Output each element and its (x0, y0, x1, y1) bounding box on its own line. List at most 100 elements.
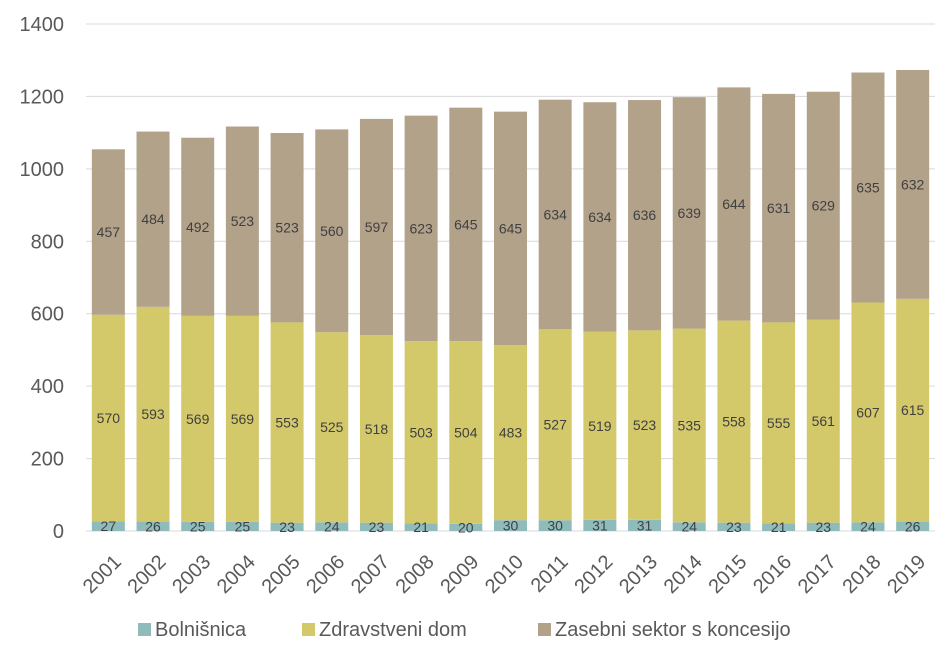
data-label: 26 (145, 518, 161, 534)
x-tick-label: 2005 (258, 551, 305, 598)
bar-zdravstveni-dom-2007 (359, 335, 393, 523)
legend-label: Zasebni sektor s koncesijo (555, 619, 791, 641)
bar-zasebni-sektor-2005 (270, 133, 304, 323)
data-label: 558 (722, 414, 746, 430)
y-tick-label: 0 (53, 521, 64, 543)
x-tick-label: 2010 (481, 551, 528, 598)
bar-zasebni-sektor-2019 (896, 69, 930, 299)
bar-zdravstveni-dom-2019 (896, 298, 930, 522)
bar-bolnisnica-2006 (315, 522, 349, 531)
bar-bolnisnica-2004 (225, 521, 259, 531)
bar-bolnisnica-2014 (672, 522, 706, 531)
data-label: 20 (458, 519, 474, 535)
x-tick-label: 2013 (615, 551, 662, 598)
bar-zdravstveni-dom-2004 (225, 315, 259, 522)
bar-bolnisnica-2019 (896, 521, 930, 531)
data-label: 593 (141, 406, 165, 422)
data-label: 607 (856, 404, 880, 420)
bar-bolnisnica-2002 (136, 521, 170, 531)
data-label: 523 (231, 213, 255, 229)
x-tick-label: 2008 (392, 551, 439, 598)
data-label: 570 (97, 410, 121, 426)
data-label: 23 (726, 519, 742, 535)
data-label: 519 (588, 418, 612, 434)
data-label: 523 (633, 417, 657, 433)
legend-label: Bolnišnica (155, 619, 247, 641)
bar-zdravstveni-dom-2017 (806, 319, 840, 523)
data-label: 527 (544, 417, 568, 433)
bar-zasebni-sektor-2017 (806, 91, 840, 320)
data-label: 483 (499, 425, 523, 441)
bar-zasebni-sektor-2011 (538, 99, 572, 330)
x-tick-label: 2017 (794, 551, 841, 598)
data-label: 632 (901, 176, 925, 192)
data-label: 31 (637, 517, 653, 533)
data-label: 24 (860, 519, 876, 535)
y-tick-label: 600 (31, 304, 64, 326)
data-label: 24 (681, 519, 697, 535)
data-label: 23 (816, 519, 832, 535)
bar-zasebni-sektor-2009 (449, 107, 483, 342)
bar-zasebni-sektor-2014 (672, 97, 706, 329)
y-tick-label: 400 (31, 376, 64, 398)
bar-bolnisnica-2017 (806, 522, 840, 531)
bar-zasebni-sektor-2002 (136, 131, 170, 307)
bar-zasebni-sektor-2001 (91, 149, 125, 315)
bar-zasebni-sektor-2008 (404, 115, 438, 342)
data-label: 569 (186, 411, 210, 427)
bar-bolnisnica-2009 (449, 523, 483, 531)
data-label: 560 (320, 223, 344, 239)
x-tick-label: 2019 (883, 551, 930, 598)
data-label: 631 (767, 200, 791, 216)
bar-bolnisnica-2007 (359, 522, 393, 531)
data-label: 30 (547, 518, 563, 534)
data-label: 26 (905, 518, 921, 534)
legend-swatch (538, 623, 551, 636)
data-label: 597 (365, 219, 389, 235)
bar-zasebni-sektor-2012 (583, 102, 617, 332)
bar-bolnisnica-2018 (851, 522, 885, 531)
x-tick-label: 2015 (704, 551, 751, 598)
bar-zdravstveni-dom-2005 (270, 322, 304, 523)
bar-zasebni-sektor-2010 (494, 111, 527, 346)
x-tick-label: 2016 (749, 551, 796, 598)
y-tick-label: 200 (31, 449, 64, 471)
data-label: 21 (413, 519, 429, 535)
data-label: 503 (409, 424, 433, 440)
data-label: 645 (499, 220, 523, 236)
data-label: 24 (324, 519, 340, 535)
data-label: 525 (320, 419, 344, 435)
bar-zdravstveni-dom-2014 (672, 328, 706, 523)
data-label: 23 (279, 519, 295, 535)
data-label: 569 (231, 411, 255, 427)
x-tick-label: 2012 (570, 551, 617, 598)
bar-zdravstveni-dom-2012 (583, 331, 617, 520)
data-label: 27 (101, 518, 117, 534)
data-label: 523 (275, 220, 299, 236)
bar-zasebni-sektor-2015 (717, 87, 751, 321)
data-label: 561 (812, 413, 836, 429)
x-tick-label: 2002 (124, 551, 171, 598)
data-label: 30 (503, 518, 519, 534)
data-label: 634 (588, 209, 612, 225)
data-label: 535 (678, 417, 702, 433)
data-label: 31 (592, 517, 608, 533)
data-label: 555 (767, 415, 791, 431)
legend: Bolnišnica Zdravstveni dom Zasebni sektor … (138, 619, 791, 641)
bar-zdravstveni-dom-2006 (315, 332, 349, 523)
bar-zdravstveni-dom-2015 (717, 320, 751, 523)
bar-zdravstveni-dom-2001 (91, 314, 125, 522)
legend-swatch (302, 623, 315, 636)
bar-bolnisnica-2011 (538, 520, 572, 531)
bars (91, 69, 930, 531)
data-label: 25 (235, 518, 251, 534)
bar-zasebni-sektor-2007 (359, 118, 393, 336)
x-tick-label: 2018 (838, 551, 885, 598)
bar-zdravstveni-dom-2018 (851, 302, 885, 523)
bar-zdravstveni-dom-2010 (494, 345, 527, 521)
y-tick-label: 1200 (20, 86, 65, 108)
data-label: 518 (365, 421, 389, 437)
bar-zdravstveni-dom-2009 (449, 341, 483, 524)
data-label: 639 (678, 205, 702, 221)
bar-zasebni-sektor-2004 (225, 126, 259, 316)
